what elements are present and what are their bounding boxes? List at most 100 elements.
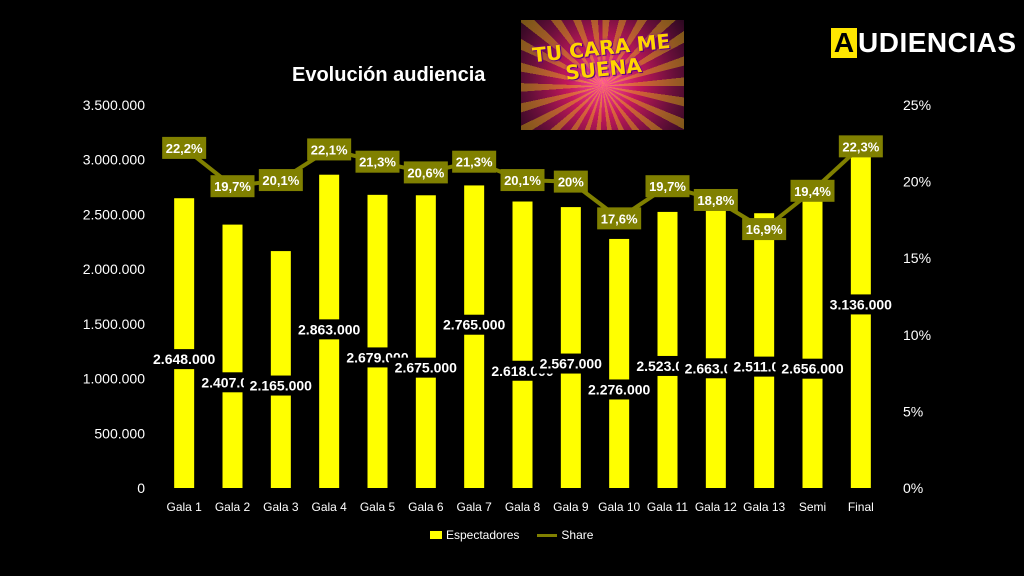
share-value-label-box: [258, 169, 303, 192]
bar-value-label-box: [775, 358, 850, 379]
x-tick-label: Semi: [799, 500, 826, 514]
y-left-tick-label: 3.000.000: [83, 152, 145, 168]
share-value-label-box: [742, 218, 787, 241]
bar: [802, 197, 823, 488]
x-tick-label: Gala 10: [598, 500, 640, 514]
y-right-tick-label: 0%: [903, 480, 923, 496]
share-value-label: 20,6%: [407, 165, 444, 180]
chart-legend: Espectadores Share: [430, 528, 593, 542]
share-value-label: 18,8%: [697, 193, 734, 208]
x-tick-label: Gala 3: [263, 500, 299, 514]
bar: [705, 196, 726, 488]
bar-value-label-box: [437, 314, 512, 335]
bar: [464, 185, 485, 488]
bar-value-label-box: [292, 319, 367, 340]
y-left-tick-label: 3.500.000: [83, 97, 145, 113]
share-value-label: 19,7%: [214, 179, 251, 194]
x-tick-label: Gala 7: [456, 500, 492, 514]
y-right-tick-label: 15%: [903, 250, 931, 266]
share-value-label-box: [838, 135, 883, 158]
share-value-label-box: [597, 207, 642, 230]
legend-bars-label: Espectadores: [446, 528, 520, 542]
bar: [367, 194, 388, 488]
bar: [512, 201, 533, 489]
x-tick-label: Gala 12: [695, 500, 737, 514]
y-right-tick-label: 10%: [903, 327, 931, 343]
share-value-label: 22,1%: [311, 142, 348, 157]
bar: [850, 144, 871, 488]
bar-value-label: 2.863.000: [298, 321, 360, 337]
brand-name: UDIENCIAS: [858, 27, 1017, 58]
bar: [174, 198, 195, 488]
share-value-label-box: [790, 179, 835, 202]
share-value-label-box: [693, 188, 738, 211]
bar-value-label-box: [243, 375, 318, 396]
bar-value-label: 3.136.000: [830, 296, 892, 312]
share-value-label: 19,4%: [794, 184, 831, 199]
bar-value-label: 2.567.000: [540, 356, 602, 372]
share-value-label-box: [307, 138, 352, 161]
bar-value-label: 2.165.000: [250, 378, 312, 394]
share-value-label: 17,6%: [601, 211, 638, 226]
y-right-tick-label: 5%: [903, 403, 923, 419]
show-logo: TU CARA ME SUENA: [521, 20, 684, 130]
share-value-label-box: [210, 175, 255, 198]
legend-line-label: Share: [561, 528, 594, 542]
x-tick-label: Gala 6: [408, 500, 444, 514]
bar: [657, 211, 678, 488]
share-value-label: 22,2%: [166, 141, 203, 156]
share-value-label: 20%: [558, 175, 584, 190]
bar-value-label: 2.675.000: [395, 360, 457, 376]
bar-value-label: 2.656.000: [781, 361, 843, 377]
share-value-label-box: [403, 161, 448, 184]
x-tick-label: Gala 13: [743, 500, 785, 514]
x-tick-label: Final: [848, 500, 874, 514]
bar: [560, 207, 581, 488]
bar: [222, 224, 243, 489]
share-value-label: 19,7%: [649, 179, 686, 194]
bar-value-label-box: [388, 357, 463, 378]
legend-line-swatch: [537, 533, 558, 537]
share-value-label-box: [452, 150, 497, 173]
y-right-tick-label: 20%: [903, 174, 931, 190]
bar: [754, 213, 775, 488]
share-value-label-box: [162, 136, 207, 159]
share-value-label: 20,1%: [504, 173, 541, 188]
brand-logo: A UDIENCIAS: [831, 26, 1017, 60]
chart-title: Evolución audiencia: [292, 64, 486, 86]
share-value-label: 21,3%: [359, 155, 396, 170]
x-tick-label: Gala 5: [360, 500, 396, 514]
brand-initial: A: [831, 28, 857, 58]
share-value-label-box: [553, 170, 588, 193]
share-value-label: 22,3%: [842, 139, 879, 154]
legend-bar-swatch: [430, 531, 442, 539]
bar: [415, 195, 436, 488]
x-tick-label: Gala 8: [505, 500, 541, 514]
x-tick-label: Gala 1: [166, 500, 202, 514]
bar: [270, 251, 291, 488]
share-value-label: 20,1%: [262, 173, 299, 188]
bar-value-label-box: [823, 294, 898, 315]
bar-value-label-box: [147, 349, 222, 370]
y-left-tick-label: 1.500.000: [83, 316, 145, 332]
y-left-tick-label: 2.500.000: [83, 206, 145, 222]
x-tick-label: Gala 11: [647, 500, 688, 514]
share-value-label: 16,9%: [746, 222, 783, 237]
bar-value-label-box: [533, 353, 608, 374]
y-right-tick-label: 25%: [903, 97, 931, 113]
x-tick-label: Gala 2: [215, 500, 251, 514]
y-left-tick-label: 500.000: [94, 425, 145, 441]
bar-value-label-box: [582, 379, 657, 400]
share-value-label-box: [355, 150, 400, 173]
x-tick-label: Gala 4: [311, 500, 347, 514]
share-value-label-box: [645, 175, 690, 198]
y-left-tick-label: 2.000.000: [83, 261, 145, 277]
y-left-tick-label: 1.000.000: [83, 371, 145, 387]
share-value-label: 21,3%: [456, 155, 493, 170]
bar-value-label: 2.648.000: [153, 351, 215, 367]
bar-value-label: 2.276.000: [588, 381, 650, 397]
y-left-tick-label: 0: [137, 480, 145, 496]
show-logo-text: TU CARA ME SUENA: [531, 28, 672, 85]
x-tick-label: Gala 9: [553, 500, 589, 514]
